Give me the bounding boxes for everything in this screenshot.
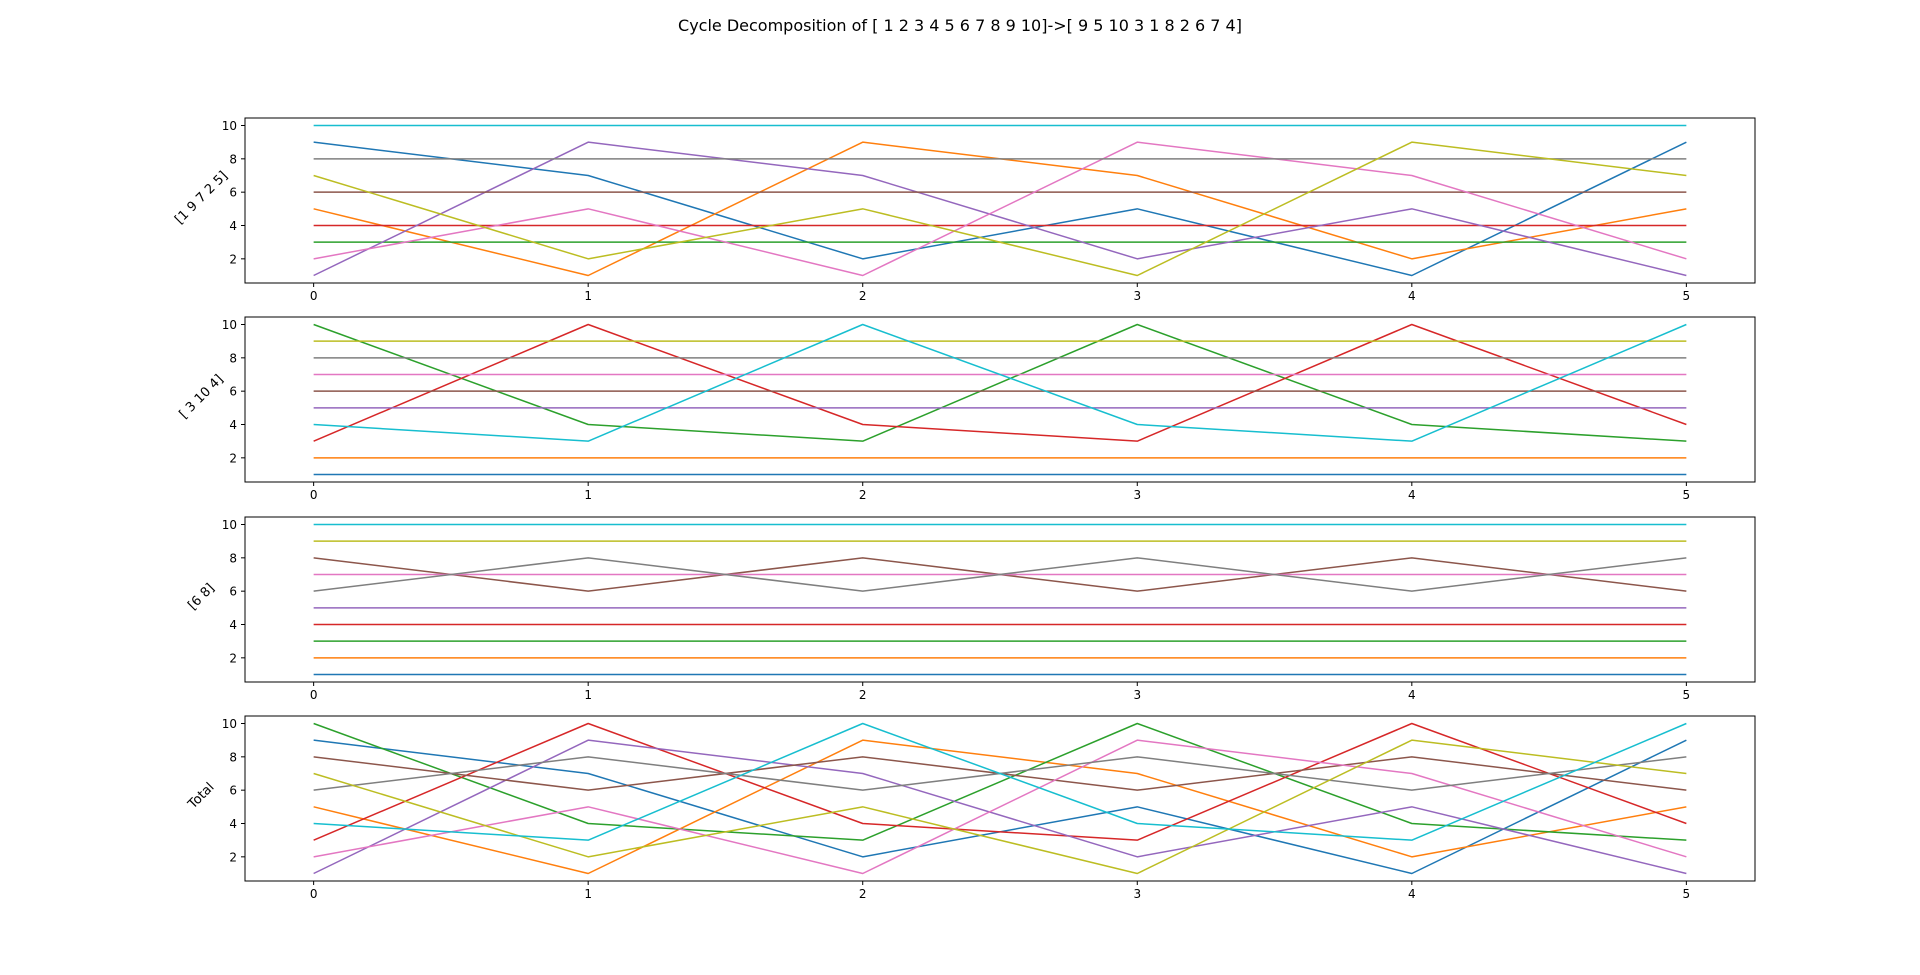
series-line-5	[313, 141, 1687, 277]
axes-frame	[244, 516, 1756, 683]
series-line-3	[313, 722, 1687, 841]
y-tick-label: 8	[229, 750, 237, 764]
series-line-7	[313, 739, 1687, 875]
x-tick-label: 3	[1133, 887, 1141, 901]
x-tick-label: 0	[310, 688, 318, 702]
y-tick-label: 4	[229, 618, 237, 632]
x-tick-label: 2	[859, 488, 867, 502]
x-tick-label: 5	[1683, 289, 1691, 303]
y-tick-label: 4	[229, 817, 237, 831]
subplot-3: 0 1 2 3 4 5 2 4 6 8 10 [6 8]	[185, 516, 1756, 702]
x-tick-label: 3	[1133, 289, 1141, 303]
x-tick-label: 5	[1683, 887, 1691, 901]
x-tick-label: 5	[1683, 488, 1691, 502]
y-tick-label: 4	[229, 418, 237, 432]
series-line-3	[313, 323, 1687, 442]
series-line-10	[313, 722, 1687, 841]
x-tick-label: 3	[1133, 688, 1141, 702]
subplot-1: 0 1 2 3 4 5 2 4 6 8 10 [1 9 7 2 5]	[172, 117, 1756, 303]
x-tick-label: 4	[1408, 887, 1416, 901]
x-tick-label: 0	[310, 289, 318, 303]
series-line-9	[313, 739, 1687, 875]
y-tick-label: 6	[229, 585, 237, 599]
series-line-10	[313, 323, 1687, 442]
x-tick-label: 0	[310, 488, 318, 502]
y-tick-label: 2	[229, 252, 237, 266]
subplot-4: 0 1 2 3 4 5 2 4 6 8 10 Total	[185, 715, 1756, 901]
x-tick-label: 1	[584, 887, 592, 901]
y-tick-label: 2	[229, 651, 237, 665]
y-tick-label: 10	[222, 518, 237, 532]
x-tick-label: 2	[859, 289, 867, 303]
axes-frame	[244, 715, 1756, 882]
y-tick-label: 10	[222, 318, 237, 332]
x-tick-label: 5	[1683, 688, 1691, 702]
x-tick-label: 2	[859, 887, 867, 901]
series-line-4	[313, 722, 1687, 841]
y-tick-label: 6	[229, 784, 237, 798]
y-tick-label: 8	[229, 351, 237, 365]
y-tick-label: 2	[229, 850, 237, 864]
y-tick-label: 10	[222, 119, 237, 133]
y-axis-label: [1 9 7 2 5]	[172, 169, 231, 228]
x-tick-label: 0	[310, 887, 318, 901]
series-line-7	[313, 141, 1687, 277]
y-tick-label: 8	[229, 551, 237, 565]
y-tick-label: 8	[229, 152, 237, 166]
series-line-1	[313, 141, 1687, 277]
y-tick-label: 6	[229, 385, 237, 399]
y-axis-label: Total	[185, 780, 218, 813]
figure-title: Cycle Decomposition of [ 1 2 3 4 5 6 7 8…	[678, 16, 1242, 35]
y-axis-label: [ 3 10 4]	[177, 372, 227, 422]
x-tick-label: 1	[584, 488, 592, 502]
x-tick-label: 2	[859, 688, 867, 702]
subplot-2: 0 1 2 3 4 5 2 4 6 8 10 [ 3 10 4]	[177, 316, 1756, 502]
y-tick-label: 6	[229, 186, 237, 200]
series-line-9	[313, 141, 1687, 277]
x-tick-label: 4	[1408, 488, 1416, 502]
axes-frame	[244, 117, 1756, 284]
axes-frame	[244, 316, 1756, 483]
x-tick-label: 1	[584, 289, 592, 303]
x-tick-label: 1	[584, 688, 592, 702]
series-line-2	[313, 739, 1687, 875]
y-axis-label: [6 8]	[185, 581, 217, 613]
y-tick-label: 2	[229, 451, 237, 465]
y-tick-label: 10	[222, 717, 237, 731]
y-tick-label: 4	[229, 219, 237, 233]
x-tick-label: 3	[1133, 488, 1141, 502]
series-line-8	[313, 557, 1687, 592]
x-tick-label: 4	[1408, 688, 1416, 702]
x-tick-label: 4	[1408, 289, 1416, 303]
